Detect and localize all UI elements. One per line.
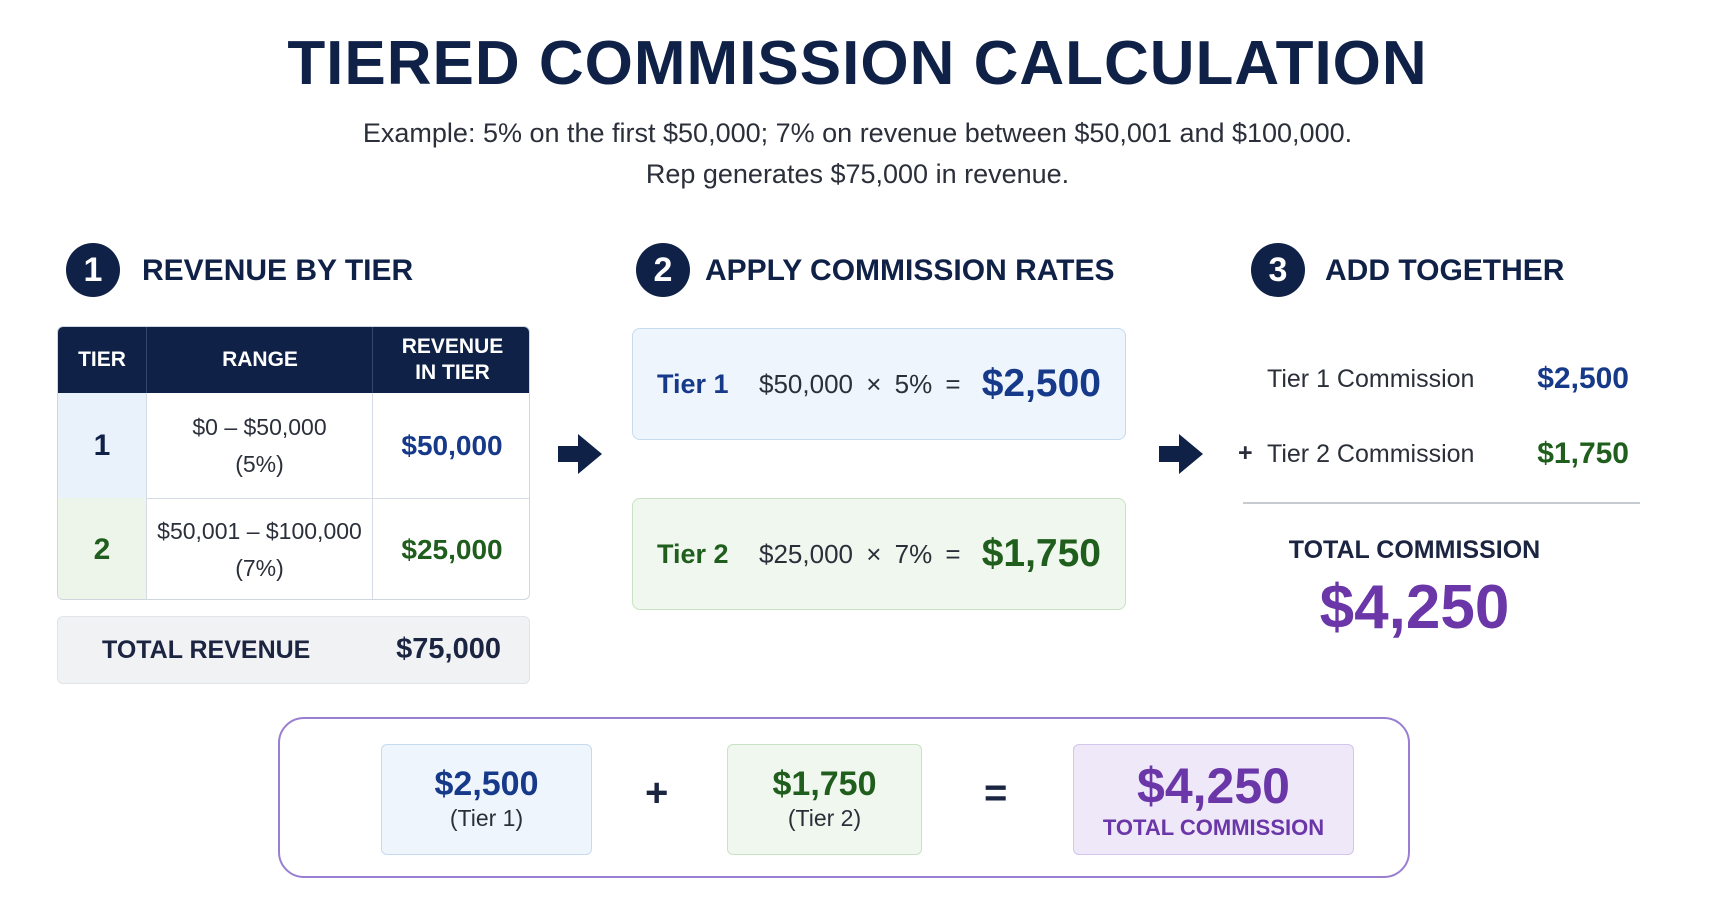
rate-result: $2,500: [981, 362, 1101, 405]
formula-tier-2-box: $1,750 (Tier 2): [727, 744, 922, 855]
formula-tier-1-value: $2,500: [434, 765, 539, 803]
formula-total-value: $4,250: [1137, 757, 1290, 814]
subtitle-line-1: Example: 5% on the first $50,000; 7% on …: [362, 118, 1353, 148]
tier-revenue: $50,000: [401, 429, 503, 461]
step-1-heading: REVENUE BY TIER: [142, 254, 414, 287]
tier-number: 1: [93, 428, 111, 462]
summary-tier-2-label: Tier 2 Commission: [1267, 440, 1475, 468]
table-header: TIER RANGE REVENUE IN TIER: [58, 327, 529, 393]
subtitle-line-2: Rep generates $75,000 in revenue.: [645, 159, 1070, 189]
formula-tier-2-caption: (Tier 2): [787, 805, 862, 832]
step-2-heading: APPLY COMMISSION RATES: [705, 254, 1115, 287]
step-3-badge: 3: [1251, 243, 1305, 297]
rate-expression: $25,000 × 7% =: [759, 538, 961, 569]
rate-result: $1,750: [981, 532, 1101, 575]
tier-rate: (5%): [235, 450, 284, 477]
header-revenue-in-tier: REVENUE IN TIER: [372, 327, 529, 393]
arrow-right-icon: [1159, 434, 1203, 474]
formula-tier-1-caption: (Tier 1): [449, 805, 524, 832]
step-3-heading: ADD TOGETHER: [1325, 254, 1565, 287]
tier-range: $0 – $50,000: [192, 413, 327, 440]
equals-operator: =: [984, 771, 1008, 815]
tier-2-rate-box: Tier 2 $25,000 × 7% = $1,750: [632, 498, 1126, 610]
tier-number: 2: [93, 532, 111, 566]
formula-tier-1-box: $2,500 (Tier 1): [381, 744, 592, 855]
page-title: TIERED COMMISSION CALCULATION: [287, 29, 1428, 98]
formula-total-caption: TOTAL COMMISSION: [1102, 815, 1325, 841]
revenue-by-tier-table: TIER RANGE REVENUE IN TIER 1 $0 – $50,00…: [57, 326, 530, 600]
header-tier: TIER: [78, 347, 126, 371]
summary-tier-1-label: Tier 1 Commission: [1267, 365, 1475, 393]
summary-divider: [1243, 502, 1640, 504]
total-revenue-bar: TOTAL REVENUE $75,000: [57, 616, 530, 684]
formula-tier-2-value: $1,750: [772, 765, 877, 803]
tier-range: $50,001 – $100,000: [157, 517, 362, 544]
total-revenue-label: TOTAL REVENUE: [102, 636, 311, 664]
rate-tier-label: Tier 2: [657, 538, 729, 569]
summary-total-label: TOTAL COMMISSION: [1288, 536, 1541, 564]
table-row-tier-1: 1 $0 – $50,000 (5%) $50,000: [58, 393, 529, 499]
tier-rate: (7%): [235, 554, 284, 581]
rate-expression: $50,000 × 5% =: [759, 368, 961, 399]
tier-revenue: $25,000: [401, 533, 503, 565]
summary-tier-2-value: $1,750: [1537, 437, 1629, 470]
step-2-badge: 2: [636, 243, 690, 297]
formula-total-box: $4,250 TOTAL COMMISSION: [1073, 744, 1354, 855]
summary-tier-1-value: $2,500: [1537, 362, 1629, 395]
commission-formula: $2,500 (Tier 1) + $1,750 (Tier 2) = $4,2…: [278, 717, 1410, 878]
plus-operator: +: [645, 771, 669, 815]
total-revenue-value: $75,000: [396, 633, 501, 665]
header-range: RANGE: [146, 327, 373, 393]
table-row-tier-2: 2 $50,001 – $100,000 (7%) $25,000: [58, 498, 529, 599]
rate-tier-label: Tier 1: [657, 368, 729, 399]
tier-1-rate-box: Tier 1 $50,000 × 5% = $2,500: [632, 328, 1126, 440]
step-1-badge: 1: [66, 243, 120, 297]
summary-plus-sign: +: [1238, 439, 1253, 467]
summary-total-value: $4,250: [1319, 573, 1510, 642]
arrow-right-icon: [558, 434, 602, 474]
